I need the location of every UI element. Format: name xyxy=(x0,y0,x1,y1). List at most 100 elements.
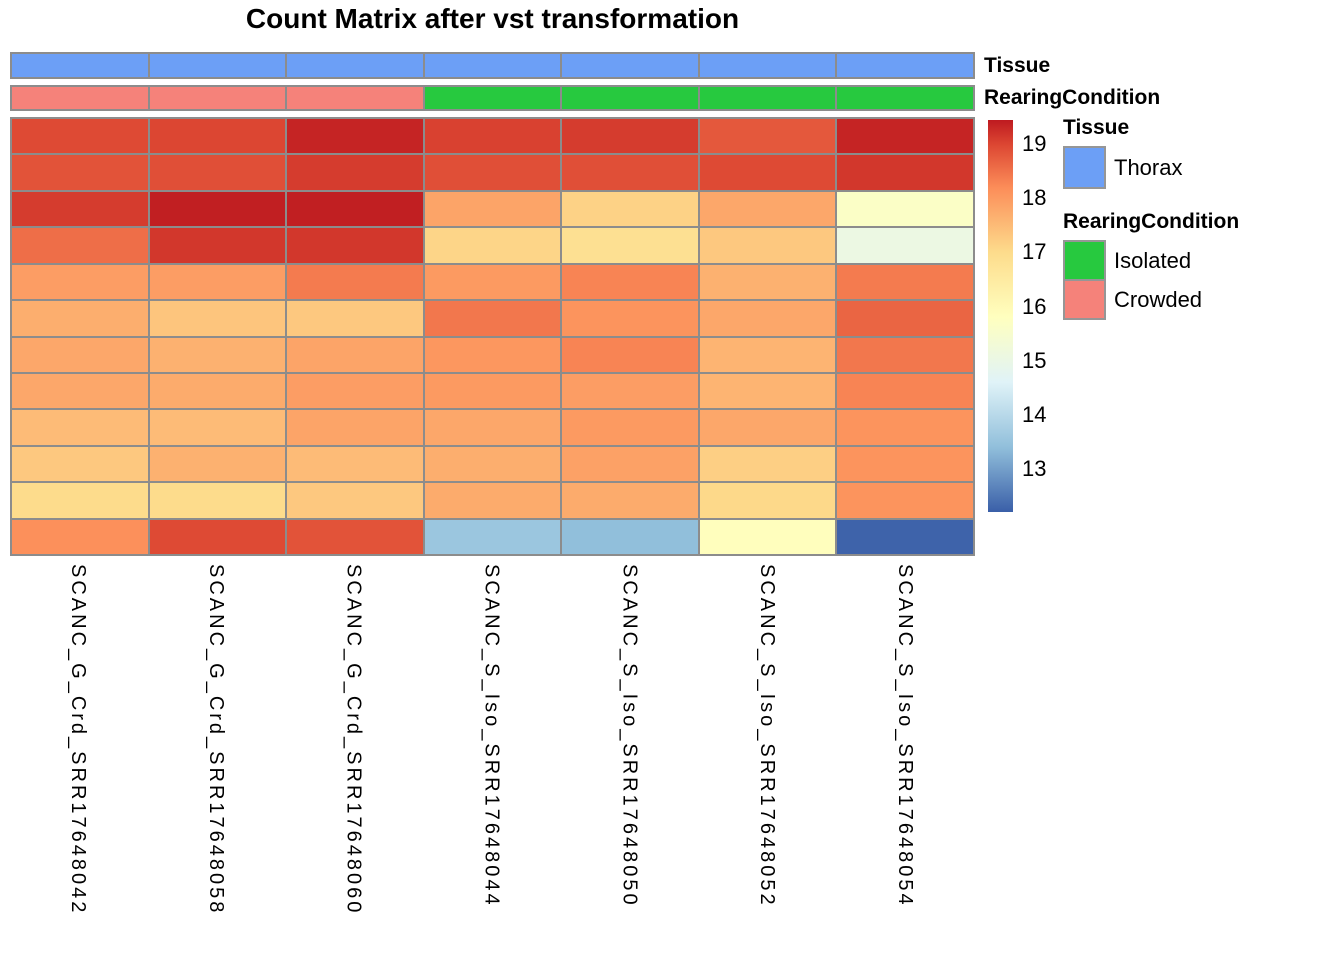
rearing-condition-annotation-bar xyxy=(10,85,975,111)
heatmap-cell xyxy=(11,190,149,228)
heatmap-cell xyxy=(148,372,287,410)
heatmap-cell xyxy=(148,263,287,301)
heatmap-cell xyxy=(286,409,424,446)
heatmap-cell xyxy=(561,518,699,555)
annotation-cell xyxy=(698,86,837,110)
heatmap-cell xyxy=(836,482,974,519)
heatmap-cell xyxy=(423,482,562,519)
heatmap-cell xyxy=(286,518,424,555)
heatmap-grid xyxy=(10,117,975,556)
heatmap-cell xyxy=(698,336,837,373)
heatmap-cell xyxy=(148,336,287,373)
annotation-cell xyxy=(423,86,562,110)
heatmap-cell xyxy=(11,445,149,483)
heatmap-cell xyxy=(148,227,287,264)
heatmap-cell xyxy=(11,300,149,337)
tissue-annotation-bar xyxy=(10,52,975,79)
heatmap-cell xyxy=(148,445,287,483)
legend-tissue-header: Tissue xyxy=(1063,116,1130,139)
heatmap-cell xyxy=(286,263,424,301)
column-label: SCANC_G_Crd_SRR17648042 xyxy=(66,564,89,916)
heatmap-cell xyxy=(561,482,699,519)
column-label: SCANC_S_Iso_SRR17648044 xyxy=(480,564,503,908)
column-label: SCANC_S_Iso_SRR17648054 xyxy=(894,564,917,908)
heatmap-cell xyxy=(561,409,699,446)
heatmap-cell xyxy=(423,409,562,446)
heatmap-cell xyxy=(698,445,837,483)
annotation-cell xyxy=(11,86,149,110)
heatmap-cell xyxy=(423,263,562,301)
heatmap-cell xyxy=(561,190,699,228)
heatmap-cell xyxy=(698,300,837,337)
annotation-cell xyxy=(286,86,424,110)
heatmap-cell xyxy=(698,482,837,519)
heatmap-cell xyxy=(286,190,424,228)
legend-rearing-header: RearingCondition xyxy=(1063,210,1240,233)
page-title: Count Matrix after vst transformation xyxy=(245,3,740,34)
heatmap-cell xyxy=(423,518,562,555)
heatmap-cell xyxy=(561,300,699,337)
heatmap-cell xyxy=(836,300,974,337)
heatmap-cell xyxy=(836,409,974,446)
heatmap-cell xyxy=(836,154,974,191)
colorbar-tick-label: 16 xyxy=(1022,293,1047,319)
colorbar-tick-label: 13 xyxy=(1022,455,1047,481)
column-label: SCANC_S_Iso_SRR17648050 xyxy=(618,564,641,908)
heatmap-cell xyxy=(148,482,287,519)
annotation-cell xyxy=(698,53,837,78)
heatmap-cell xyxy=(11,409,149,446)
annotation-cell xyxy=(836,53,974,78)
heatmap-cell xyxy=(148,300,287,337)
legend-isolated-label: Isolated xyxy=(1114,248,1192,273)
heatmap-cell xyxy=(698,263,837,301)
heatmap-cell xyxy=(698,518,837,555)
column-label: SCANC_G_Crd_SRR17648060 xyxy=(342,564,365,916)
colorbar-tick-label: 17 xyxy=(1022,239,1047,265)
column-label: SCANC_S_Iso_SRR17648052 xyxy=(756,564,779,908)
heatmap-cell xyxy=(11,118,149,155)
colorbar-tick-label: 15 xyxy=(1022,347,1047,373)
heatmap-cell xyxy=(286,118,424,155)
heatmap-cell xyxy=(11,336,149,373)
heatmap-cell xyxy=(698,227,837,264)
heatmap-cell xyxy=(11,372,149,410)
isolated-color-swatch xyxy=(1063,240,1106,281)
heatmap-cell xyxy=(11,518,149,555)
annotation-cell xyxy=(11,53,149,78)
annotation-cell xyxy=(561,86,699,110)
heatmap-cell xyxy=(423,154,562,191)
heatmap-cell xyxy=(698,154,837,191)
heatmap-cell xyxy=(423,190,562,228)
heatmap-cell xyxy=(561,372,699,410)
heatmap-cell xyxy=(11,263,149,301)
heatmap-cell xyxy=(561,445,699,483)
heatmap-cell xyxy=(148,118,287,155)
legend-thorax-label: Thorax xyxy=(1114,155,1183,180)
crowded-color-swatch xyxy=(1063,279,1106,320)
heatmap-cell xyxy=(836,336,974,373)
column-label: SCANC_G_Crd_SRR17648058 xyxy=(204,564,227,916)
heatmap-cell xyxy=(11,482,149,519)
rearing-bar-label: RearingCondition xyxy=(984,86,1161,109)
heatmap-cell xyxy=(836,227,974,264)
heatmap-cell xyxy=(286,227,424,264)
annotation-cell xyxy=(836,86,974,110)
heatmap-cell xyxy=(148,518,287,555)
heatmap-cell xyxy=(148,190,287,228)
heatmap-cell xyxy=(11,227,149,264)
heatmap-cell xyxy=(698,190,837,228)
heatmap-cell xyxy=(561,263,699,301)
heatmap-cell xyxy=(561,336,699,373)
heatmap-cell xyxy=(698,409,837,446)
annotation-cell xyxy=(561,53,699,78)
heatmap-cell xyxy=(561,227,699,264)
heatmap-cell xyxy=(836,190,974,228)
annotation-cell xyxy=(148,53,287,78)
heatmap-cell xyxy=(286,482,424,519)
colorbar-tick-label: 19 xyxy=(1022,131,1047,157)
heatmap-cell xyxy=(836,372,974,410)
heatmap-cell xyxy=(423,118,562,155)
heatmap-cell xyxy=(286,336,424,373)
heatmap-cell xyxy=(561,118,699,155)
